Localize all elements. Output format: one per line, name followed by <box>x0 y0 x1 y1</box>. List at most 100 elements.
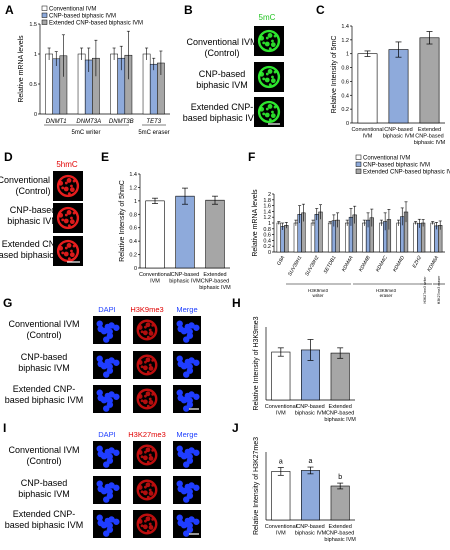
panel-letter-i: I <box>3 421 6 435</box>
dapi-spot <box>188 357 195 364</box>
x-tick-label: biphasic IVM <box>324 537 356 543</box>
dapi-spot <box>183 530 190 537</box>
legend-label: CNP-based biphasic IVM <box>49 14 116 20</box>
cell-dapi-h3k9 <box>96 355 120 378</box>
x-tick-label: IVM <box>150 279 160 285</box>
bar <box>145 200 165 269</box>
y-tick-label: 2 <box>268 192 271 198</box>
dapi-spot <box>183 461 190 468</box>
dapi-spot <box>97 450 104 458</box>
chromatin-spot <box>67 257 71 261</box>
dapi-spot <box>96 355 103 362</box>
dapi-spot <box>176 320 183 327</box>
dapi-spot <box>113 518 120 525</box>
bar <box>271 471 291 521</box>
significance-letter: b <box>338 474 342 481</box>
dapi-spot <box>97 360 104 368</box>
dapi-spot <box>103 371 110 378</box>
dapi-spot <box>97 485 104 493</box>
dapi-spot <box>193 359 200 366</box>
y-tick-label: 0.8 <box>263 227 271 233</box>
chromatin-spot <box>151 358 155 362</box>
chromatin-spot <box>144 360 147 364</box>
panel-letter-d: D <box>4 150 13 164</box>
x-tick-label: CNP-based <box>384 127 412 133</box>
bar <box>419 37 440 124</box>
dapi-spot <box>188 482 195 489</box>
y-axis-label: Relative mRNA levels <box>252 189 259 257</box>
y-tick-label: 1 <box>34 52 37 58</box>
chromatin-spot <box>67 192 71 196</box>
dapi-spot <box>103 530 110 537</box>
panel-letter-a: A <box>5 3 14 17</box>
cell-5mc <box>257 29 281 53</box>
panel-g-row-label: Conventional IVM <box>8 319 79 329</box>
dapi-spot <box>193 518 200 525</box>
x-tick-label: Extended <box>418 127 441 133</box>
chromatin-spot <box>151 517 155 521</box>
y-tick-label: 0.4 <box>263 238 271 244</box>
bar <box>52 58 61 115</box>
chromatin-spot <box>64 246 68 250</box>
dapi-spot <box>177 394 184 402</box>
nucleus-ring <box>257 29 281 53</box>
y-tick-label: 1 <box>134 199 137 205</box>
x-tick-label: Conventional <box>265 404 297 410</box>
panel-g-row-label: based biphasic IVM <box>5 395 84 405</box>
dapi-spot <box>108 322 115 329</box>
bar <box>430 222 435 253</box>
x-tick-label: Extended <box>329 404 352 410</box>
panel-b-row-label: biphasic IVM <box>196 80 248 90</box>
cell-5hmc <box>56 206 80 230</box>
chromatin-spot <box>265 107 269 111</box>
dapi-spot <box>96 320 103 327</box>
stain-label-dapi: DAPI <box>98 305 116 314</box>
panel-i-row-label: Extended CNP- <box>13 509 76 519</box>
chromatin-spot <box>146 335 150 339</box>
dapi-spot <box>96 514 103 521</box>
group-label: H3K9me3 <box>376 288 397 293</box>
nucleus-ring <box>136 388 158 410</box>
panel-b-row-label: based biphasic IVM <box>183 113 262 123</box>
chromatin-spot <box>146 529 150 533</box>
legend-swatch <box>355 154 362 160</box>
chromatin-spot <box>273 34 277 38</box>
chromatin-spot <box>270 113 276 119</box>
chromatin-spot <box>148 455 154 461</box>
chromatin-spot <box>271 75 274 79</box>
chromatin-spot <box>144 519 147 523</box>
x-tick-label: Extended <box>203 272 226 278</box>
bar <box>396 222 401 253</box>
chromatin-spot <box>146 495 150 499</box>
panel-i-row-label: biphasic IVM <box>18 489 70 499</box>
chromatin-spot <box>137 394 143 399</box>
chromatin-spot <box>148 363 152 367</box>
chromatin-spot <box>67 224 71 228</box>
group-label: H3K27me3 writer <box>423 276 427 304</box>
dapi-spot <box>97 394 104 402</box>
chromatin-spot <box>69 187 75 193</box>
cell-merge-h3k9 <box>176 355 200 378</box>
chromatin-spot <box>271 110 274 114</box>
chromatin-spot <box>151 392 155 396</box>
chromatin-spot <box>273 70 277 74</box>
dapi-spot <box>103 405 110 412</box>
dapi-spot <box>193 393 200 400</box>
chromatin-spot <box>63 218 69 224</box>
stain-label-merge: Merge <box>176 305 197 314</box>
dapi-spot <box>108 391 115 398</box>
y-tick-label: 1.4 <box>129 172 137 178</box>
cell-merge-h3k27 <box>176 445 200 468</box>
bar <box>310 222 316 253</box>
y-tick-label: 0 <box>34 112 37 118</box>
chromatin-spot <box>70 216 73 220</box>
chromatin-spot <box>144 394 147 398</box>
group-label: writer <box>313 293 325 298</box>
nucleus-ring <box>136 319 158 341</box>
chromatin-spot <box>262 112 266 116</box>
panel-i-row-label: based biphasic IVM <box>5 520 84 530</box>
panel-b-row-label: (Control) <box>204 48 239 58</box>
cell-5hmc <box>56 174 80 198</box>
chromatin-spot <box>148 365 154 371</box>
